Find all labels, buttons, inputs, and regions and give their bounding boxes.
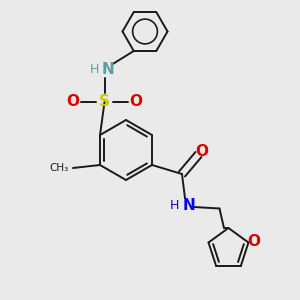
Text: O: O [67,94,80,110]
Text: O: O [195,144,208,159]
Text: H: H [89,62,99,76]
Text: CH₃: CH₃ [49,163,68,173]
Text: N: N [183,198,196,213]
Text: H: H [170,199,179,212]
Text: N: N [102,61,115,76]
Text: S: S [99,94,110,110]
Text: O: O [248,233,260,248]
Text: O: O [130,94,142,110]
